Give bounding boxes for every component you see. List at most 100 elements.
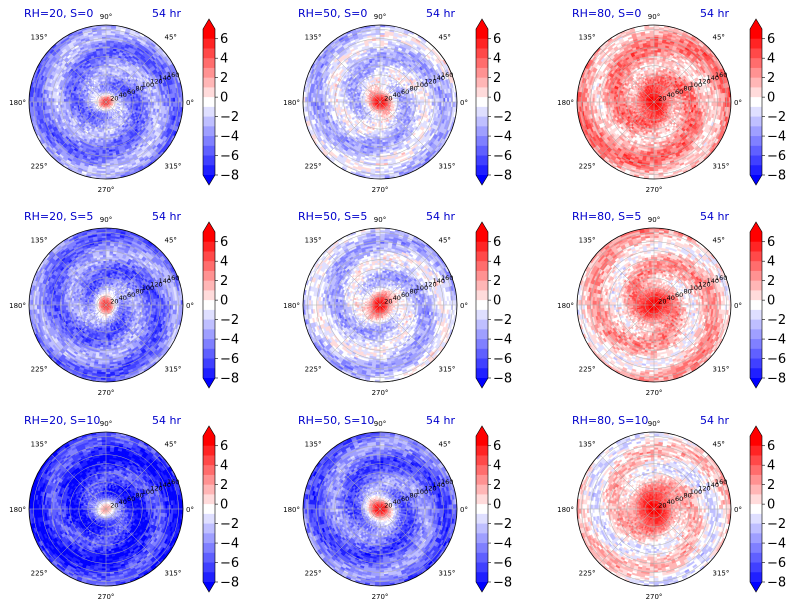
colorbar-level: [203, 106, 215, 117]
panel-4: 20 40 60 8010012014016090°45°0°315°270°225°…: [9, 210, 239, 397]
colorbar-level: [750, 436, 762, 447]
radial-tick-label: 60: [401, 291, 409, 299]
colorbar-level: [750, 77, 762, 88]
colorbar-level: [476, 513, 488, 524]
angle-tick-label: 90°: [100, 216, 112, 224]
radial-tick-label: 40: [667, 498, 675, 506]
colorbar-level: [476, 562, 488, 573]
radial-tick-label: 20: [384, 95, 392, 103]
polar-grid: [577, 228, 731, 382]
radial-tick-label: 60: [675, 495, 683, 503]
angle-tick-label: 270°: [372, 389, 389, 397]
contour-field: [29, 25, 183, 179]
radial-tick-label: 80: [409, 491, 417, 499]
panel-title: RH=80, S=5: [572, 210, 641, 223]
colorbar-level: [203, 445, 215, 456]
panel-time: 54 hr: [700, 7, 729, 20]
colorbar-tick-label: −6: [220, 556, 239, 571]
colorbar-tick-label: 2: [220, 274, 228, 289]
colorbar-tick-label: −2: [767, 517, 786, 532]
colorbar-level: [203, 513, 215, 524]
angle-tick-label: 90°: [100, 420, 112, 428]
radial-tick-label: 160: [441, 71, 453, 79]
radial-tick-label: 40: [119, 294, 127, 302]
radial-tick-label: 100: [142, 488, 154, 496]
colorbar-tick-label: 4: [220, 52, 228, 67]
angle-tick-label: 180°: [557, 302, 574, 310]
colorbar-tick-label: −4: [220, 333, 239, 348]
polar-frame: [576, 431, 732, 587]
panel-title: RH=80, S=10: [572, 414, 648, 427]
colorbar-tick-label: −6: [767, 556, 786, 571]
colorbar-tick-label: −6: [220, 352, 239, 367]
angle-tick-label: 225°: [579, 163, 596, 171]
colorbar-level: [750, 445, 762, 456]
angle-tick-label: 0°: [186, 302, 194, 310]
colorbar-level: [203, 436, 215, 447]
colorbar-level: [750, 116, 762, 127]
colorbar-extend-min: [203, 378, 215, 388]
radial-tick-label: 140: [159, 277, 171, 285]
colorbar-level: [476, 126, 488, 137]
colorbar-level: [203, 368, 215, 379]
colorbar-tick-label: −4: [767, 130, 786, 145]
angle-tick-label: 225°: [305, 366, 322, 374]
polar-frame: [28, 431, 184, 587]
colorbar: 6 4 2 0 −2 −4 −6 −8: [202, 221, 239, 389]
radial-tick-label: 120: [698, 78, 710, 86]
polar-grid: [303, 25, 457, 179]
colorbar-level: [476, 533, 488, 544]
colorbar-level: [750, 136, 762, 147]
colorbar-extend-min: [476, 378, 488, 388]
colorbar-tick-label: 0: [220, 294, 228, 309]
colorbar-tick-label: 6: [493, 439, 501, 454]
radial-tick-label: 140: [159, 481, 171, 489]
colorbar-level: [203, 504, 215, 515]
angle-tick-label: 45°: [165, 441, 177, 449]
colorbar-tick-label: −8: [493, 169, 512, 184]
colorbar-level: [203, 290, 215, 301]
radial-tick-label: 120: [424, 281, 436, 289]
radial-tick-label: 20: [110, 502, 118, 510]
angle-tick-label: 180°: [283, 99, 300, 107]
colorbar-tick-label: 0: [220, 498, 228, 513]
colorbar-tick-label: 6: [220, 439, 228, 454]
colorbar-tick-label: 4: [493, 459, 501, 474]
colorbar-level: [203, 165, 215, 176]
colorbar-level: [203, 543, 215, 554]
radial-tick-label: 40: [119, 498, 127, 506]
colorbar-tick-label: −6: [493, 352, 512, 367]
colorbar-tick-label: 4: [767, 459, 775, 474]
radial-tick-label: 40: [667, 91, 675, 99]
colorbar-level: [476, 116, 488, 127]
radial-tick-label: 80: [409, 84, 417, 92]
colorbar-level: [476, 329, 488, 340]
panel-time: 54 hr: [700, 210, 729, 223]
colorbar-tick-label: −6: [493, 556, 512, 571]
angle-tick-label: 225°: [305, 570, 322, 578]
contour-field: [303, 228, 457, 382]
colorbar-extend-min: [203, 582, 215, 592]
radial-tick-label: 20: [658, 95, 666, 103]
colorbar-level: [750, 232, 762, 243]
colorbar-level: [203, 465, 215, 476]
colorbar-extend-max: [476, 426, 488, 436]
colorbar-extend-max: [476, 19, 488, 29]
colorbar-level: [476, 38, 488, 49]
radial-tick-label: 160: [715, 478, 727, 486]
angle-tick-label: 315°: [713, 570, 730, 578]
polar-grid: [303, 228, 457, 382]
radial-tick-label: 80: [135, 287, 143, 295]
colorbar-level: [750, 87, 762, 98]
colorbar-extend-max: [203, 19, 215, 29]
colorbar-tick-label: 0: [767, 498, 775, 513]
colorbar-level: [476, 465, 488, 476]
angle-tick-label: 225°: [31, 570, 48, 578]
radial-tick-label: 140: [159, 74, 171, 82]
colorbar-tick-label: −4: [493, 130, 512, 145]
colorbar-level: [750, 455, 762, 466]
colorbar-level: [203, 474, 215, 486]
colorbar-extend-min: [750, 582, 762, 592]
angle-tick-label: 0°: [460, 302, 468, 310]
angle-tick-label: 315°: [165, 366, 182, 374]
